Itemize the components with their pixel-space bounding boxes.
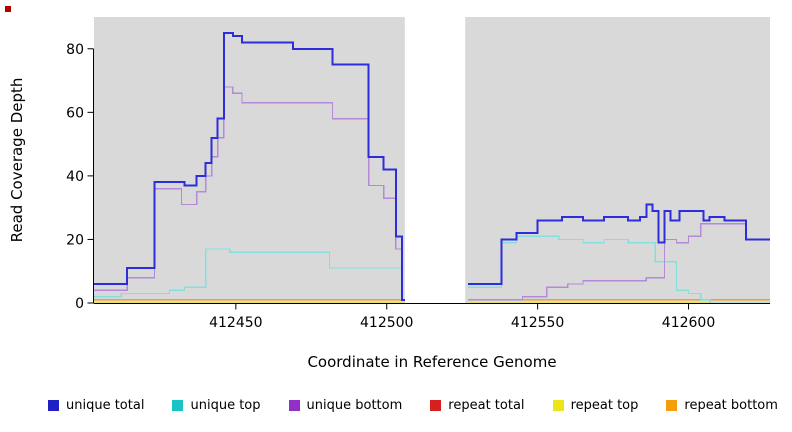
legend-item-repeat-top: repeat top (552, 398, 639, 413)
series-unique-top (94, 248, 405, 301)
corner-marker (5, 6, 11, 12)
y-tick-label: 40 (66, 169, 84, 185)
x-tick-label: 412600 (662, 315, 715, 331)
legend-label: unique top (190, 398, 261, 413)
legend-item-unique-top: unique top (172, 398, 261, 413)
x-tick-label: 412550 (511, 315, 564, 331)
legend-swatch-icon (288, 400, 300, 411)
legend-label: repeat total (448, 398, 525, 413)
series-unique-total (468, 203, 770, 285)
y-tick-label: 60 (66, 105, 84, 121)
legend-swatch-icon (666, 400, 678, 411)
legend-label: unique total (66, 398, 145, 413)
legend-swatch-icon (48, 400, 59, 411)
x-axis-label: Coordinate in Reference Genome (307, 353, 557, 371)
legend-item-repeat-total: repeat total (430, 398, 525, 413)
legend-item-repeat-bottom: repeat bottom (666, 398, 778, 413)
legend-swatch-icon (552, 400, 564, 411)
y-tick-label: 80 (66, 42, 84, 58)
x-tick-label: 412450 (209, 315, 262, 331)
legend-label: repeat bottom (684, 398, 778, 413)
series-unique-total (94, 31, 405, 301)
legend-item-unique-total: unique total (48, 398, 144, 413)
x-tick-label: 412500 (360, 315, 413, 331)
y-axis-label: Read Coverage Depth (8, 78, 26, 243)
y-tick-label: 20 (66, 232, 84, 248)
y-tick-label: 0 (75, 296, 84, 312)
series-unique-bottom (468, 222, 770, 301)
legend-label: repeat top (570, 398, 639, 413)
legend-label: unique bottom (306, 398, 403, 413)
legend: unique total unique top unique bottom repea… (0, 398, 792, 413)
series-unique-top (468, 235, 770, 304)
legend-item-unique-bottom: unique bottom (288, 398, 403, 413)
coverage-plot: Read Coverage Depth 412450 412500 412550 41… (8, 17, 770, 331)
legend-swatch-icon (430, 400, 442, 411)
legend-swatch-icon (172, 400, 184, 411)
masked-region (404, 17, 466, 303)
